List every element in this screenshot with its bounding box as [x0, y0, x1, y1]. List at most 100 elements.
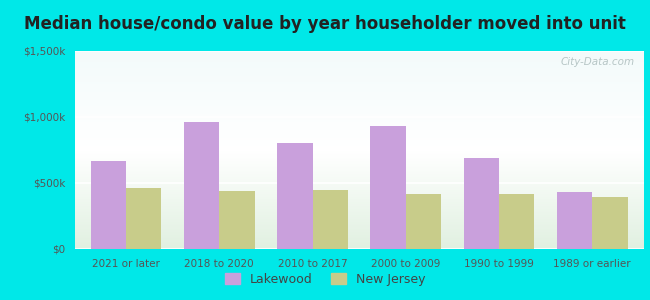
Bar: [75, 230, 644, 231]
Bar: [75, 64, 644, 65]
Bar: [75, 136, 644, 137]
Bar: [75, 97, 644, 98]
Bar: [75, 146, 644, 147]
Bar: [75, 207, 644, 208]
Bar: [75, 67, 644, 68]
Bar: [75, 183, 644, 184]
Bar: [75, 192, 644, 193]
Bar: [75, 243, 644, 244]
Bar: [75, 123, 644, 124]
Bar: [75, 120, 644, 121]
Bar: [75, 171, 644, 172]
Bar: [75, 112, 644, 113]
Bar: [75, 184, 644, 186]
Bar: [75, 205, 644, 206]
Text: Median house/condo value by year householder moved into unit: Median house/condo value by year househo…: [24, 15, 626, 33]
Bar: [75, 141, 644, 142]
Bar: [75, 161, 644, 162]
Bar: [75, 85, 644, 87]
Bar: [75, 57, 644, 58]
Bar: [75, 142, 644, 143]
Bar: [75, 70, 644, 71]
Bar: [75, 143, 644, 144]
Bar: [75, 178, 644, 179]
Bar: [75, 167, 644, 168]
Bar: [75, 165, 644, 166]
Bar: [75, 116, 644, 117]
Bar: [75, 155, 644, 156]
Bar: [75, 92, 644, 93]
Bar: [75, 80, 644, 81]
Bar: [75, 237, 644, 238]
Bar: [75, 231, 644, 232]
Bar: [75, 156, 644, 157]
Bar: [75, 84, 644, 85]
Bar: [75, 203, 644, 205]
Bar: [75, 60, 644, 61]
Bar: [75, 221, 644, 222]
Bar: [75, 74, 644, 75]
Bar: [75, 158, 644, 159]
Bar: [75, 53, 644, 54]
Bar: [75, 134, 644, 135]
Bar: [75, 137, 644, 138]
Bar: [75, 78, 644, 79]
Bar: [75, 131, 644, 132]
Bar: [75, 218, 644, 219]
Bar: [75, 166, 644, 167]
Bar: [592, 197, 628, 249]
Bar: [126, 188, 161, 249]
Bar: [75, 242, 644, 243]
Bar: [75, 214, 644, 215]
Bar: [75, 212, 644, 213]
Bar: [75, 76, 644, 77]
Bar: [75, 186, 644, 187]
Legend: Lakewood, New Jersey: Lakewood, New Jersey: [220, 268, 430, 291]
Bar: [75, 122, 644, 123]
Bar: [75, 121, 644, 122]
Bar: [75, 241, 644, 242]
Bar: [75, 154, 644, 155]
Bar: [90, 160, 126, 249]
Bar: [75, 227, 644, 228]
Bar: [75, 103, 644, 104]
Bar: [75, 239, 644, 240]
Bar: [75, 91, 644, 92]
Bar: [75, 98, 644, 100]
Bar: [75, 181, 644, 182]
Bar: [75, 215, 644, 216]
Bar: [75, 128, 644, 129]
Bar: [75, 233, 644, 234]
Bar: [75, 157, 644, 158]
Bar: [75, 71, 644, 72]
Bar: [277, 143, 313, 249]
Bar: [75, 77, 644, 78]
Bar: [75, 206, 644, 207]
Bar: [75, 168, 644, 169]
Bar: [75, 153, 644, 154]
Bar: [75, 108, 644, 110]
Bar: [75, 193, 644, 194]
Bar: [75, 162, 644, 163]
Bar: [75, 196, 644, 197]
Bar: [75, 119, 644, 120]
Bar: [463, 158, 499, 249]
Bar: [75, 219, 644, 220]
Bar: [75, 236, 644, 237]
Bar: [75, 140, 644, 141]
Bar: [557, 192, 592, 249]
Bar: [75, 232, 644, 233]
Bar: [75, 145, 644, 146]
Bar: [75, 132, 644, 133]
Bar: [75, 68, 644, 69]
Bar: [75, 238, 644, 239]
Bar: [75, 100, 644, 101]
Bar: [75, 175, 644, 176]
Bar: [75, 113, 644, 114]
Text: City-Data.com: City-Data.com: [561, 57, 635, 67]
Bar: [75, 138, 644, 139]
Bar: [75, 148, 644, 149]
Bar: [75, 126, 644, 127]
Bar: [75, 129, 644, 130]
Bar: [75, 160, 644, 161]
